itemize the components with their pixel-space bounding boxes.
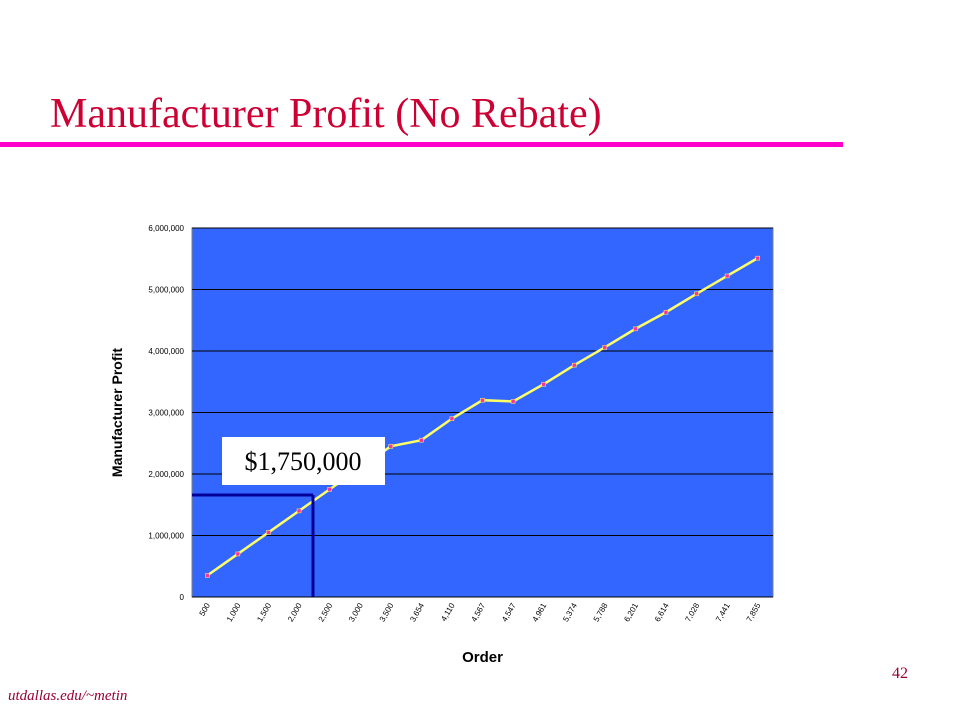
y-axis-label: Manufacturer Profit: [109, 348, 125, 477]
marker: [755, 255, 760, 261]
x-tick-label: 6,201: [622, 601, 640, 623]
x-tick-label: 3,500: [378, 601, 396, 623]
x-tick-label: 3,654: [408, 601, 426, 623]
marker: [694, 291, 699, 297]
marker: [205, 573, 210, 578]
marker: [633, 326, 638, 332]
marker: [388, 444, 394, 449]
marker: [235, 551, 241, 557]
x-tick-label: 7,441: [714, 601, 732, 623]
marker: [663, 310, 669, 315]
y-tick-label: 0: [180, 593, 185, 602]
x-tick-label: 3,000: [347, 601, 365, 623]
x-tick-label: 4,961: [531, 601, 549, 623]
slide-title: Manufacturer Profit (No Rebate): [50, 91, 602, 137]
x-tick-label: 7,028: [683, 601, 701, 623]
callout-box: [222, 437, 385, 485]
marker: [541, 381, 546, 387]
x-tick-label: 2,500: [317, 601, 335, 623]
marker: [327, 487, 332, 492]
marker: [724, 273, 730, 279]
x-tick-label: 4,547: [500, 601, 518, 623]
y-tick-label: 4,000,000: [148, 347, 184, 356]
x-axis-label: Order: [462, 649, 503, 666]
marker: [480, 397, 485, 403]
callout: $1,750,000: [245, 447, 362, 476]
marker: [510, 399, 516, 404]
y-tick-label: 5,000,000: [148, 286, 184, 295]
title-rule: [0, 142, 843, 147]
x-tick-label: 1,000: [225, 601, 243, 623]
x-tick-label: 1,500: [255, 601, 273, 623]
y-tick-label: 2,000,000: [148, 470, 184, 479]
x-tick-label: 500: [198, 601, 213, 618]
x-tick-label: 4,110: [439, 601, 457, 623]
page-number: 42: [892, 665, 908, 682]
marker: [266, 530, 271, 535]
y-tick-label: 1,000,000: [148, 532, 184, 541]
source: utdallas.edu/~metin: [8, 688, 127, 704]
marker: [296, 508, 302, 514]
marker: [571, 362, 577, 368]
marker: [419, 437, 424, 443]
y-tick-label: 6,000,000: [148, 224, 184, 233]
x-tick-label: 5,788: [592, 601, 610, 623]
marker: [449, 416, 455, 421]
x-tick-label: 4,567: [469, 601, 487, 623]
x-tick-label: 5,374: [561, 601, 579, 623]
x-tick-label: 2,000: [286, 601, 304, 623]
x-tick-label: 7,855: [745, 601, 763, 623]
chart: 0 1,000,000 2,000,000 3,000,000 4,000,000 5,0…: [109, 224, 774, 666]
marker: [602, 345, 608, 350]
x-tick-label: 6,614: [653, 601, 671, 623]
y-tick-label: 3,000,000: [148, 409, 184, 418]
